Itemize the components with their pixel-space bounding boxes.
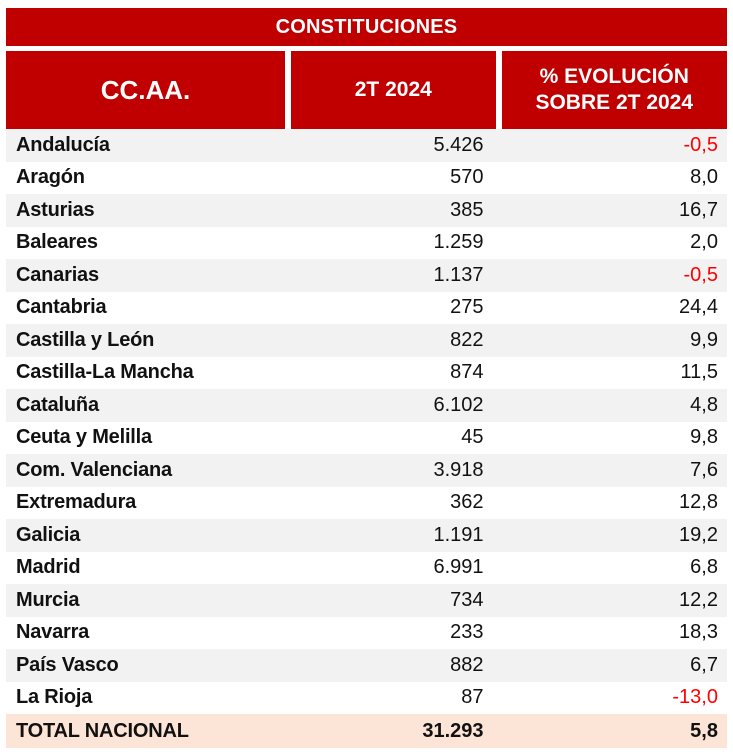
region-evolution: 11,5	[680, 361, 718, 384]
region-evolution: 12,8	[679, 491, 718, 514]
region-name: Com. Valenciana	[16, 458, 172, 481]
region-value: 734	[450, 588, 484, 611]
table-row: Andalucía 5.426 -0,5	[6, 129, 727, 162]
region-name: Aragón	[16, 166, 85, 189]
region-value: 45	[461, 426, 484, 449]
table-row: Madrid 6.991 6,8	[6, 551, 727, 584]
region-value: 275	[450, 296, 484, 319]
table-body: Andalucía 5.426 -0,5 Aragón 570 8,0 Astu…	[6, 129, 727, 714]
region-evolution: 24,4	[679, 296, 718, 319]
region-value: 87	[461, 686, 484, 709]
region-name: Extremadura	[16, 491, 137, 514]
total-value: 31.293	[422, 719, 484, 742]
region-evolution: -0,5	[683, 133, 718, 156]
column-header-evolucion-line1: % EVOLUCIÓN	[539, 64, 689, 88]
region-value: 6.102	[433, 393, 484, 416]
table-row: Cantabria 275 24,4	[6, 291, 727, 324]
region-value: 1.191	[433, 523, 484, 546]
table-row: Galicia 1.191 19,2	[6, 519, 727, 552]
region-value: 874	[450, 361, 484, 384]
region-evolution: 16,7	[679, 198, 718, 221]
region-evolution: 18,3	[679, 621, 718, 644]
region-evolution: -0,5	[683, 263, 718, 286]
region-name: Castilla y León	[16, 328, 155, 351]
table-row: Extremadura 362 12,8	[6, 486, 727, 519]
region-evolution: 4,8	[690, 393, 718, 416]
region-value: 882	[450, 653, 484, 676]
table-row: Navarra 233 18,3	[6, 616, 727, 649]
region-name: Cantabria	[16, 296, 107, 319]
table-row: Castilla-La Mancha 874 11,5	[6, 356, 727, 389]
region-name: Asturias	[16, 198, 95, 221]
region-evolution: 19,2	[679, 523, 718, 546]
region-name: Andalucía	[16, 133, 110, 156]
table-row: País Vasco 882 6,7	[6, 649, 727, 682]
table-row: Baleares 1.259 2,0	[6, 226, 727, 259]
region-name: País Vasco	[16, 653, 119, 676]
region-value: 5.426	[433, 133, 484, 156]
total-evolution: 5,8	[690, 719, 718, 742]
column-header-evolucion-line2: SOBRE 2T 2024	[535, 91, 694, 114]
region-evolution: 9,9	[690, 328, 718, 351]
region-name: Canarias	[16, 263, 99, 286]
region-evolution: 7,6	[690, 458, 718, 481]
column-header-ccaa: CC.AA.	[6, 51, 286, 129]
column-header-evolucion: % EVOLUCIÓN SOBRE 2T 2024	[495, 51, 727, 129]
region-value: 3.918	[433, 458, 484, 481]
total-label: TOTAL NACIONAL	[16, 719, 189, 742]
region-name: Madrid	[16, 556, 81, 579]
region-evolution: 8,0	[690, 166, 718, 189]
region-name: Murcia	[16, 588, 80, 611]
region-value: 233	[450, 621, 484, 644]
region-value: 570	[450, 166, 484, 189]
table-row: Ceuta y Melilla 45 9,8	[6, 421, 727, 454]
region-value: 1.259	[433, 231, 484, 254]
table-title: CONSTITUCIONES	[6, 8, 727, 46]
table-row: La Rioja 87 -13,0	[6, 681, 727, 714]
table-row: Aragón 570 8,0	[6, 161, 727, 194]
region-value: 362	[450, 491, 484, 514]
region-value: 385	[450, 198, 484, 221]
total-row: TOTAL NACIONAL 31.293 5,8	[6, 714, 727, 748]
region-name: Castilla-La Mancha	[16, 361, 194, 384]
region-name: Navarra	[16, 621, 90, 644]
table-row: Canarias 1.137 -0,5	[6, 259, 727, 292]
column-header-2t2024: 2T 2024	[285, 51, 496, 129]
table-row: Cataluña 6.102 4,8	[6, 389, 727, 422]
region-evolution: 6,8	[690, 556, 718, 579]
region-value: 822	[450, 328, 484, 351]
table-row: Castilla y León 822 9,9	[6, 324, 727, 357]
region-evolution: 6,7	[690, 653, 718, 676]
region-name: Cataluña	[16, 393, 99, 416]
region-evolution: 2,0	[690, 231, 718, 254]
region-name: Baleares	[16, 231, 98, 254]
region-name: La Rioja	[16, 686, 93, 709]
region-name: Galicia	[16, 523, 81, 546]
table-row: Com. Valenciana 3.918 7,6	[6, 454, 727, 487]
region-evolution: -13,0	[672, 686, 718, 709]
region-name: Ceuta y Melilla	[16, 426, 152, 449]
region-value: 6.991	[433, 556, 484, 579]
region-value: 1.137	[433, 263, 484, 286]
region-evolution: 9,8	[690, 426, 718, 449]
table-header-row: CC.AA. 2T 2024 % EVOLUCIÓN SOBRE 2T 2024	[6, 51, 727, 129]
table-row: Murcia 734 12,2	[6, 584, 727, 617]
table-row: Asturias 385 16,7	[6, 194, 727, 227]
region-evolution: 12,2	[679, 588, 718, 611]
